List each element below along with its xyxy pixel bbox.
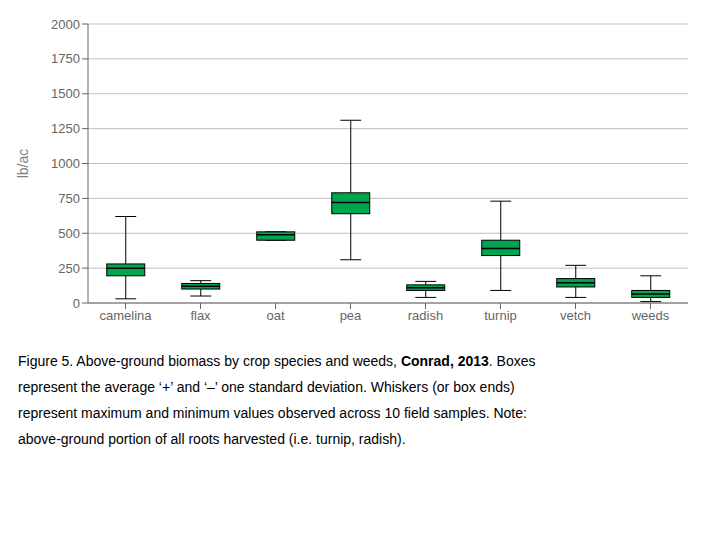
svg-text:0: 0 [73,296,80,311]
html-text:Figure 5. Above-ground biomass: Figure 5. Above-ground biomass by crop s… [18,353,536,369]
svg-text:1750: 1750 [51,51,80,66]
svg-text:1250: 1250 [51,121,80,136]
svg-text:turnip: turnip [484,308,517,323]
svg-text:250: 250 [58,261,80,276]
svg-text:oat: oat [266,308,284,323]
svg-text:lb/ac: lb/ac [15,149,31,179]
html-text:represent the average ‘+’ and: represent the average ‘+’ and ‘–’ one st… [18,379,515,395]
svg-text:1500: 1500 [51,86,80,101]
svg-text:weeds: weeds [631,308,670,323]
svg-text:flax: flax [190,308,211,323]
svg-text:2000: 2000 [51,17,80,32]
svg-text:750: 750 [58,191,80,206]
svg-text:vetch: vetch [560,308,591,323]
html-text:represent maximum and minimum: represent maximum and minimum values obs… [18,405,527,421]
svg-text:camelina: camelina [99,308,152,323]
svg-text:pea: pea [340,308,362,323]
svg-text:500: 500 [58,226,80,241]
svg-text:1000: 1000 [51,156,80,171]
svg-text:radish: radish [408,308,443,323]
html-text:above-ground portion of all ro: above-ground portion of all roots harves… [18,431,406,447]
